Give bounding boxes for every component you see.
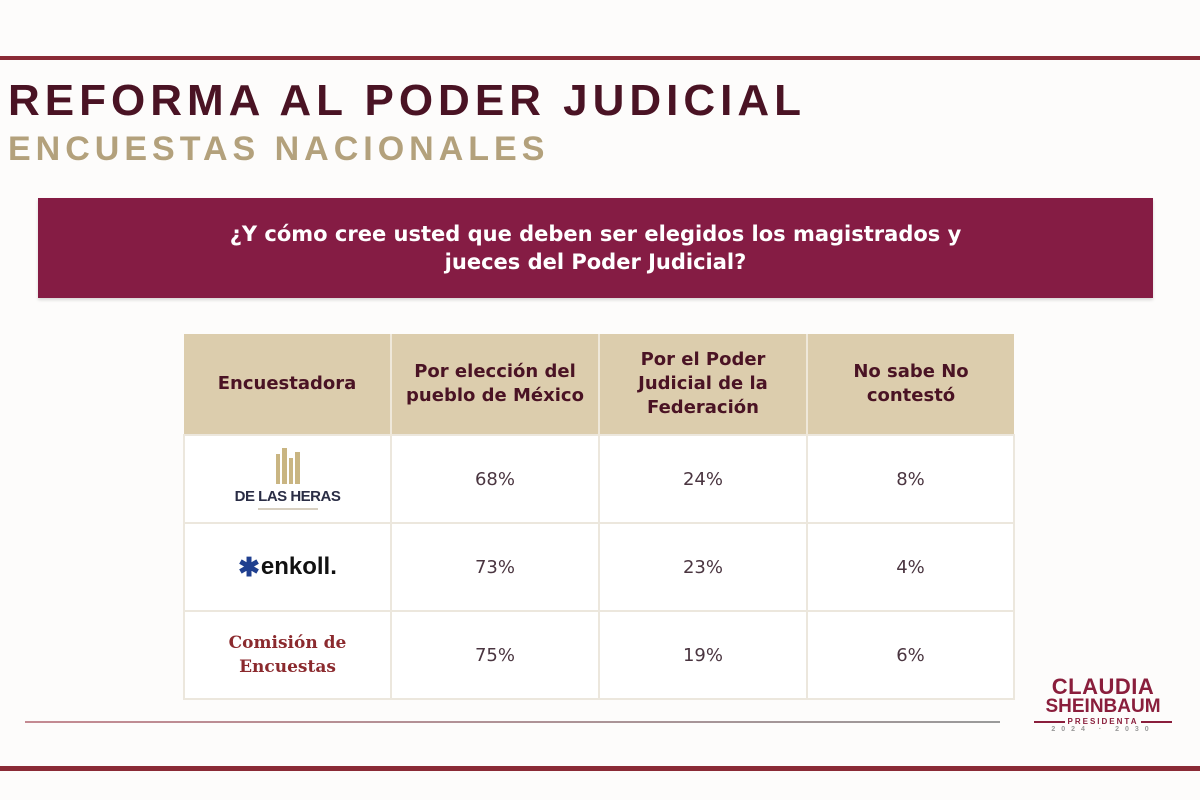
- value-eleccion: 73%: [390, 522, 600, 612]
- enkoll-mark-icon: ✱: [238, 551, 260, 582]
- table-row: DE LAS HERAS 68% 24% 8%: [183, 434, 1015, 524]
- question-banner: ¿Y cómo cree usted que deben ser elegido…: [38, 198, 1153, 298]
- value-no-sabe: 4%: [806, 522, 1015, 612]
- brand-logo: CLAUDIA SHEINBAUM PRESIDENTA 2024 · 2030: [1034, 674, 1172, 734]
- enkoll-logo: ✱ enkoll.: [238, 552, 337, 583]
- question-text: ¿Y cómo cree usted que deben ser elegido…: [229, 222, 962, 274]
- pollster-name: DE LAS HERAS: [234, 488, 341, 505]
- table-row: ✱ enkoll. 73% 23% 4%: [183, 522, 1015, 612]
- value-poder-judicial: 23%: [598, 522, 808, 612]
- value-eleccion: 75%: [390, 610, 600, 700]
- bottom-divider: [0, 766, 1200, 771]
- header-eleccion: Por elección del pueblo de México: [391, 334, 600, 435]
- pollster-name: Comisión de Encuestas: [228, 633, 347, 677]
- header-poder-judicial: Por el Poder Judicial de la Federación: [599, 334, 808, 435]
- footer-divider: [25, 721, 1000, 723]
- pollster-cell: DE LAS HERAS: [183, 434, 392, 524]
- brand-name-first: CLAUDIA: [1051, 674, 1155, 699]
- value-no-sabe: 8%: [806, 434, 1015, 524]
- value-no-sabe: 6%: [806, 610, 1015, 700]
- top-divider: [0, 56, 1200, 60]
- pollster-cell: ✱ enkoll.: [183, 522, 392, 612]
- value-poder-judicial: 19%: [598, 610, 808, 700]
- pollster-name: enkoll.: [260, 553, 337, 580]
- header-no-sabe: No sabe No contestó: [807, 334, 1014, 435]
- table-header-row: Encuestadora Por elección del pueblo de …: [184, 334, 1014, 435]
- page-title: REFORMA AL PODER JUDICIAL: [8, 76, 807, 125]
- table-row: Comisión de Encuestas 75% 19% 6%: [183, 610, 1015, 700]
- header-encuestadora: Encuestadora: [184, 334, 392, 435]
- de-las-heras-logo: DE LAS HERAS: [186, 448, 389, 510]
- poll-results-table: Encuestadora Por elección del pueblo de …: [183, 334, 1015, 700]
- brand-name-last: SHEINBAUM: [1045, 696, 1161, 717]
- logo-tagline: [257, 508, 318, 510]
- brand-role: PRESIDENTA: [1034, 717, 1172, 726]
- value-eleccion: 68%: [390, 434, 600, 524]
- brand-years: 2024 · 2030: [1051, 726, 1155, 733]
- value-poder-judicial: 24%: [598, 434, 808, 524]
- page-subtitle: ENCUESTAS NACIONALES: [8, 130, 550, 168]
- pollster-cell: Comisión de Encuestas: [183, 610, 392, 700]
- de-las-heras-mark-icon: [275, 448, 300, 484]
